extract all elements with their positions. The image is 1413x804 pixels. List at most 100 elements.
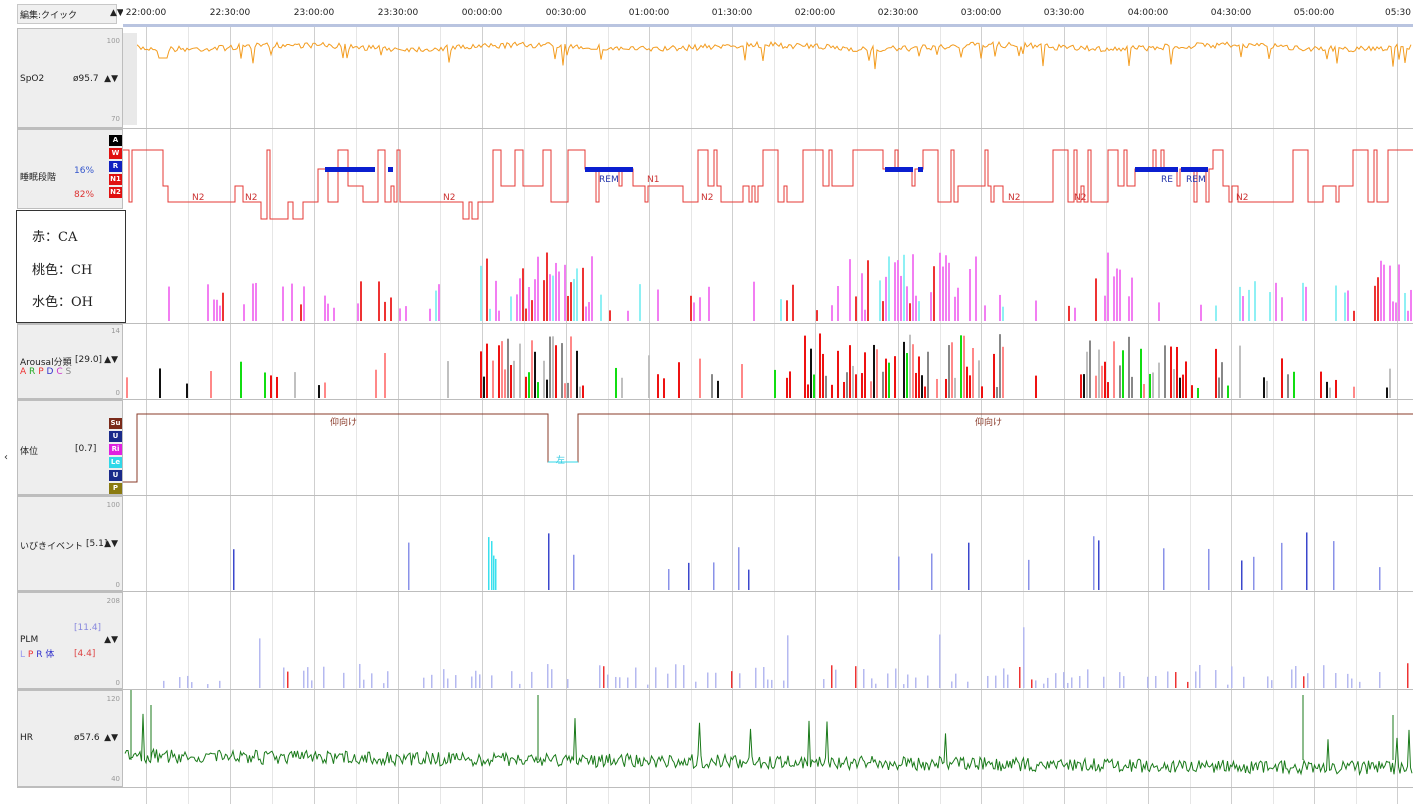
- time-tick-label: 02:30:00: [877, 8, 919, 18]
- position-trace: [123, 413, 1413, 483]
- channel-label-spo2[interactable]: SpO2 ø95.7 ▲▼ 100 70: [17, 28, 123, 128]
- stage-label-n2: N2: [443, 193, 456, 203]
- scale-bottom: 70: [111, 115, 120, 123]
- channel-name: Arousal分類: [20, 358, 72, 368]
- channel-value: ø95.7: [73, 74, 99, 84]
- channel-label-hr[interactable]: HR ø57.6 ▲▼ 120 40: [17, 690, 123, 787]
- time-tick-label: 03:30:00: [1043, 8, 1085, 18]
- channel-arrows-icon[interactable]: ▲▼: [104, 539, 118, 549]
- time-tick-label: 02:00:00: [794, 8, 836, 18]
- scale-bottom: 0: [115, 389, 120, 397]
- stage-state-n1: N1: [109, 174, 122, 185]
- channel-value: ø57.6: [74, 733, 100, 743]
- time-tick-label: 23:30:00: [377, 8, 419, 18]
- scale-top: 120: [106, 695, 120, 703]
- position-state-upright: U: [109, 431, 122, 442]
- legend-p: P: [27, 650, 34, 660]
- stage-label-n2: N2: [192, 193, 205, 203]
- position-state-supine: Su: [109, 418, 122, 429]
- stage-label-rem: REM: [599, 175, 619, 185]
- stage-label-n1: N1: [647, 175, 660, 185]
- stage-label-n2: N2: [1074, 193, 1087, 203]
- channel-label-plm[interactable]: PLM [11.4] [4.4] ▲▼ L P R 体 208 0: [17, 592, 123, 689]
- channel-arrows-icon[interactable]: ▲▼: [104, 355, 118, 365]
- channel-label-sleep-stage[interactable]: 睡眠段階 16% 82%: [17, 129, 123, 209]
- stage-label-n2: N2: [701, 193, 714, 203]
- scale-top: 100: [106, 37, 120, 45]
- channel-name: いびきイベント: [20, 542, 84, 552]
- channel-value: [0.7]: [75, 444, 97, 454]
- collapse-arrow-icon[interactable]: ‹: [4, 452, 8, 463]
- legend-s: S: [65, 367, 72, 377]
- legend-a: A: [20, 367, 27, 377]
- scale-top: 14: [111, 327, 120, 335]
- channel-label-position[interactable]: 体位 [0.7]: [17, 400, 123, 495]
- channel-label-arousal[interactable]: Arousal分類 [29.0] ▲▼ A R P D C S 14 0: [17, 324, 123, 399]
- legend-l: L: [20, 650, 26, 660]
- rem-percent: 16%: [74, 166, 95, 176]
- snore-trace: [233, 532, 1381, 590]
- channel-arrows-icon[interactable]: ▲▼: [104, 733, 118, 743]
- stage-state-w: W: [109, 148, 122, 159]
- channel-arrows-icon[interactable]: ▲▼: [104, 74, 118, 84]
- edit-mode-label[interactable]: 編集:クイック: [17, 4, 117, 24]
- channel-value: [5.1]: [86, 539, 108, 549]
- scale-top: 208: [106, 597, 120, 605]
- stage-label-re: RE: [1161, 175, 1173, 185]
- position-state-right: Ri: [109, 444, 122, 455]
- scale-bottom: 0: [115, 679, 120, 687]
- time-axis[interactable]: 22:00:00 22:30:00 23:00:00 23:30:00 00:00:00…: [123, 0, 1413, 27]
- channel-name: 体位: [20, 447, 39, 457]
- legend-oh: 水色：OH: [32, 295, 93, 310]
- header-sort-arrows-icon[interactable]: ▲▼: [110, 8, 124, 18]
- stage-label-n2: N2: [1008, 193, 1021, 203]
- nrem-percent: 82%: [74, 190, 95, 200]
- channel-name: HR: [20, 733, 34, 743]
- legend-r: R: [36, 650, 43, 660]
- time-scroll-bar[interactable]: [123, 24, 1413, 27]
- channel-name: SpO2: [20, 74, 45, 84]
- time-tick-label: 03:00:00: [960, 8, 1002, 18]
- channel-divider: [17, 591, 1413, 592]
- position-label-left: 左: [556, 456, 566, 466]
- channel-name: 睡眠段階: [20, 173, 57, 183]
- plm-trace: [163, 627, 1409, 688]
- scale-bottom: 40: [111, 775, 120, 783]
- legend-c: C: [56, 367, 63, 377]
- legend-body: 体: [45, 650, 55, 660]
- position-label-supine: 仰向け: [975, 418, 1003, 428]
- time-tick-label: 22:00:00: [125, 8, 167, 18]
- position-state-left: Le: [109, 457, 122, 468]
- legend-r: R: [29, 367, 36, 377]
- time-tick-label: 01:00:00: [628, 8, 670, 18]
- stage-state-n2: N2: [109, 187, 122, 198]
- position-state-upright-2: U: [109, 470, 122, 481]
- stage-label-n2: N2: [245, 193, 258, 203]
- time-tick-label: 04:30:00: [1210, 8, 1252, 18]
- channel-divider: [17, 323, 1413, 324]
- plm-value-2: [4.4]: [74, 649, 96, 659]
- time-tick-label: 05:30: [1385, 8, 1411, 18]
- time-tick-label: 01:30:00: [711, 8, 753, 18]
- channel-arrows-icon[interactable]: ▲▼: [104, 635, 118, 645]
- time-tick-label: 22:30:00: [209, 8, 251, 18]
- left-edge: ‹: [0, 0, 14, 804]
- stage-label-rem: REM: [1186, 175, 1206, 185]
- channel-divider: [17, 689, 1413, 690]
- channel-label-snore[interactable]: いびきイベント [5.1] ▲▼ 100 0: [17, 496, 123, 591]
- channel-value: [29.0]: [75, 355, 103, 365]
- channel-divider: [17, 399, 1413, 400]
- arousal-trace: [126, 333, 1391, 398]
- scale-top: 100: [106, 501, 120, 509]
- legend-d: D: [46, 367, 54, 377]
- hypnogram-trace: [123, 149, 1413, 220]
- plm-legend: L P R 体: [20, 647, 54, 660]
- legend-ch: 桃色：CH: [32, 263, 93, 278]
- respiratory-legend-overlay: 赤：CA 桃色：CH 水色：OH: [16, 210, 126, 323]
- channel-divider: [17, 787, 1413, 788]
- channel-name: PLM: [20, 635, 39, 645]
- channel-divider: [17, 495, 1413, 496]
- time-tick-label: 23:00:00: [293, 8, 335, 18]
- plm-value-1: [11.4]: [74, 623, 102, 633]
